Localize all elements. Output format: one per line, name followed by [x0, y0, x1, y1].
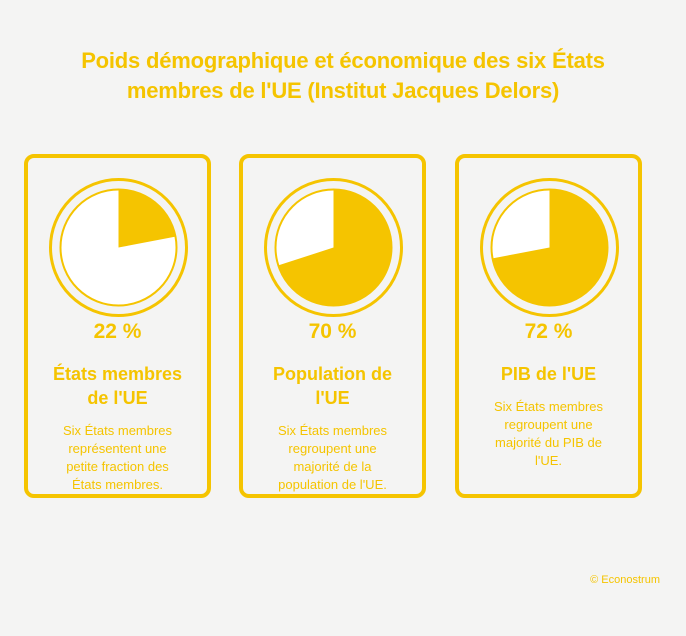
description-line: majorité de la: [293, 459, 372, 474]
card-description: Six États membres représentent une petit…: [44, 422, 191, 494]
description-line: Six États membres: [62, 423, 173, 438]
card-label-line: États membres: [52, 364, 183, 384]
percentage-value: 72 %: [524, 320, 573, 343]
card-label: PIB de l'UE: [467, 362, 630, 386]
card-label-line: PIB de l'UE: [500, 364, 597, 384]
pie-value-slice: [278, 189, 392, 306]
description-line: Six États membres: [277, 423, 388, 438]
card-label-line: Population de: [273, 364, 392, 384]
pie-outer-ring: [480, 178, 619, 317]
description-line: regroupent une: [504, 417, 593, 432]
pie-outer-ring: [49, 178, 188, 317]
pie-value-slice: [492, 189, 608, 306]
source-credit: © Econostrum: [590, 574, 660, 586]
stat-card-population: 70 % Population de l'UE Six États membre…: [239, 154, 426, 498]
description-line: États membres.: [71, 477, 164, 492]
card-label: États membres de l'UE: [36, 362, 199, 410]
card-label: Population de l'UE: [251, 362, 414, 410]
percentage-value: 70 %: [308, 320, 357, 343]
stat-card-member-states: 22 % États membres de l'UE Six États mem…: [24, 154, 211, 498]
title-line-1: Poids démographique et économique des si…: [81, 48, 605, 73]
percentage-value: 22 %: [93, 320, 142, 343]
card-label-line: l'UE: [315, 388, 350, 408]
description-line: l'UE.: [534, 453, 563, 468]
stat-card-gdp: 72 % PIB de l'UE Six États membres regro…: [455, 154, 642, 498]
description-line: petite fraction des: [66, 459, 169, 474]
pie-chart-gdp: [480, 178, 619, 317]
card-description: Six États membres regroupent une majorit…: [259, 422, 406, 494]
title-line-2: membres de l'UE (Institut Jacques Delors…: [126, 78, 560, 103]
description-line: représentent une: [68, 441, 167, 456]
pie-chart-member-states: [49, 178, 188, 317]
description-line: population de l'UE.: [278, 477, 387, 492]
chart-title: Poids démographique et économique des si…: [20, 46, 666, 106]
pie-outer-ring: [264, 178, 403, 317]
description-line: regroupent une: [288, 441, 377, 456]
description-line: Six États membres: [493, 399, 604, 414]
pie-chart-population: [264, 178, 403, 317]
card-description: Six États membres regroupent une majorit…: [475, 398, 622, 470]
pie-value-slice: [118, 189, 176, 248]
description-line: majorité du PIB de: [495, 435, 602, 450]
card-label-line: de l'UE: [87, 388, 148, 408]
